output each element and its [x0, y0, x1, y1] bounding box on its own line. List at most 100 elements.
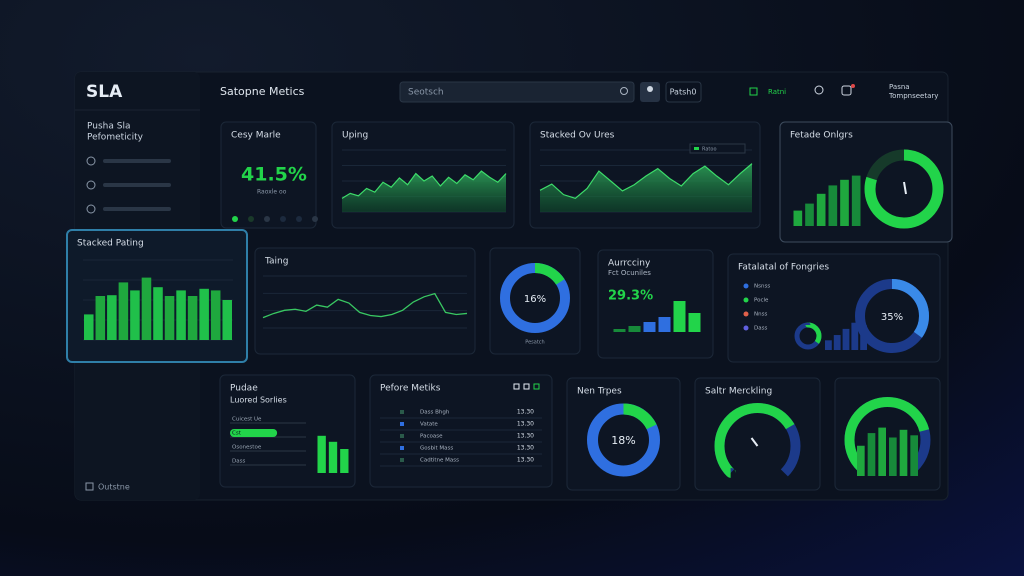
legend-dot — [743, 325, 749, 331]
user-role: Tompnseetary — [888, 92, 938, 100]
legend-dot — [743, 283, 749, 289]
search-icon[interactable] — [620, 87, 628, 95]
legend-label: Dass — [754, 326, 767, 332]
card: Fatalatal of Fongries Nsnss Pocle Nnss Dass 3… — [727, 253, 941, 363]
bar — [673, 301, 686, 332]
card-title: Stacked Pating — [77, 239, 144, 249]
bar — [910, 435, 918, 476]
donut-label: 35% — [881, 312, 903, 323]
table-tool[interactable] — [513, 383, 520, 390]
row-marker — [400, 410, 404, 414]
nav-item[interactable] — [103, 183, 171, 187]
row-value: 13.30 — [517, 409, 534, 416]
action-button[interactable] — [665, 81, 702, 103]
area-line — [539, 163, 753, 200]
nav-section: Pusha Sla — [87, 122, 130, 132]
search-icon[interactable] — [814, 85, 824, 95]
bar — [816, 193, 826, 226]
ring-value — [794, 322, 822, 350]
pager-dot[interactable] — [248, 216, 254, 222]
bar — [833, 335, 841, 350]
card: Saltr Merckling — [694, 377, 821, 491]
card: Pudae Luored Sorlies Cuicest Ue Cst Osonesto… — [219, 374, 356, 488]
bar — [899, 429, 908, 476]
bar — [867, 433, 876, 476]
nav-section: Pefometicity — [87, 133, 144, 143]
table-tool[interactable] — [533, 383, 540, 390]
card-title: Stacked Ov Ures — [540, 131, 615, 141]
bar — [84, 314, 94, 340]
user-name[interactable]: Pasna — [889, 83, 910, 91]
row-value: 13.30 — [517, 445, 534, 452]
card: Taing — [254, 247, 476, 355]
pager-dot[interactable] — [264, 216, 270, 222]
row-marker — [400, 422, 404, 426]
status-label[interactable]: Ratni — [768, 88, 786, 96]
line — [262, 292, 468, 319]
gauge-needle — [903, 181, 907, 195]
nav-icon[interactable] — [86, 180, 96, 190]
donut-label: 18% — [611, 434, 635, 447]
donut-caption: Pesatch — [525, 340, 544, 346]
pager-dot[interactable] — [280, 216, 286, 222]
nav-item[interactable] — [103, 159, 171, 163]
user-icon — [647, 86, 653, 92]
bar — [107, 295, 117, 340]
row-label: Cadtitne Mass — [420, 458, 459, 464]
progress-label: Cst — [232, 431, 242, 437]
row-marker — [400, 446, 404, 450]
card-title: Nen Trpes — [577, 387, 622, 397]
notification-badge — [851, 84, 855, 88]
nav-icon[interactable] — [86, 156, 96, 166]
nav-icon[interactable] — [86, 204, 96, 214]
card-title: Taing — [264, 257, 288, 267]
area — [342, 171, 506, 212]
card: 16% Pesatch — [489, 247, 581, 355]
pager-dot[interactable] — [232, 216, 238, 222]
notification-icon[interactable] — [841, 85, 852, 96]
pager-dot[interactable] — [296, 216, 302, 222]
donut-label: 16% — [524, 294, 546, 305]
status-icon — [749, 87, 758, 96]
bar — [340, 449, 349, 473]
bar — [153, 287, 163, 340]
card: Stacked Pating — [66, 229, 248, 363]
nav-item[interactable] — [103, 207, 171, 211]
legend-label: Nnss — [754, 312, 767, 318]
card-frame — [369, 374, 553, 488]
table-tool[interactable] — [523, 383, 530, 390]
bar — [141, 277, 152, 340]
legend-swatch — [694, 147, 699, 150]
card — [834, 377, 941, 491]
bar — [628, 326, 641, 332]
card: Fetade Onlgrs — [779, 121, 953, 243]
gauge-value — [714, 403, 801, 489]
button-label: Patsh0 — [670, 88, 697, 97]
bar — [317, 435, 326, 473]
legend-box — [689, 143, 746, 154]
footer-link[interactable]: Outstne — [98, 483, 130, 492]
card-frame — [220, 121, 317, 229]
card-subtitle: Luored Sorlies — [230, 396, 287, 405]
bar — [210, 290, 221, 340]
card: Cesy Marle 41.5% Raoxle oo — [220, 121, 318, 229]
legend-label: Ratoo — [702, 147, 717, 153]
bar — [130, 290, 140, 340]
progress-label: Dass — [232, 459, 245, 465]
progress-label: Cuicest Ue — [232, 417, 262, 423]
card: Uping — [331, 121, 515, 229]
bar — [878, 427, 886, 476]
page-title: Satopne Metics — [220, 85, 305, 98]
bar — [164, 296, 175, 340]
progress-label: Osonestoe — [232, 445, 262, 451]
footer-icon — [85, 482, 94, 491]
progress-bar — [230, 429, 278, 437]
card-title: Aurrcciny — [608, 259, 651, 269]
bar — [176, 290, 186, 340]
area — [540, 163, 752, 212]
pager-dot[interactable] — [312, 216, 318, 222]
bar — [793, 210, 803, 226]
search-box[interactable] — [399, 81, 635, 103]
logo: SLA — [86, 82, 123, 102]
legend-label: Pocle — [754, 298, 769, 304]
